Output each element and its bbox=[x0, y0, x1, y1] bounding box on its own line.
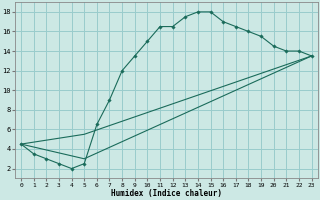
X-axis label: Humidex (Indice chaleur): Humidex (Indice chaleur) bbox=[111, 189, 222, 198]
